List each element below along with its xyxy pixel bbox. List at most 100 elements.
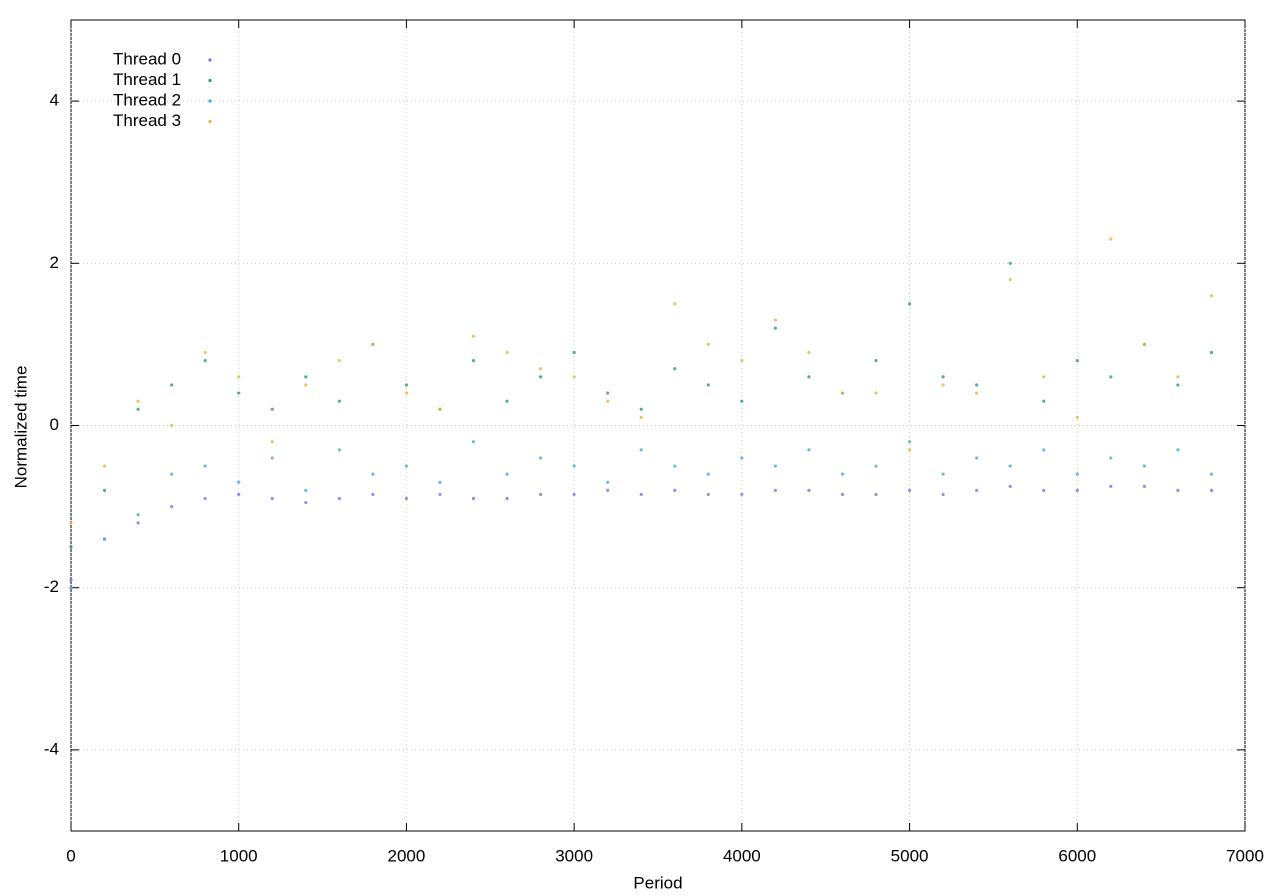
point bbox=[572, 375, 576, 379]
x-tick-label: 5000 bbox=[891, 846, 929, 865]
point bbox=[1142, 464, 1146, 468]
point bbox=[773, 464, 778, 468]
point bbox=[639, 448, 643, 452]
point bbox=[270, 496, 274, 501]
point bbox=[1142, 342, 1146, 346]
legend-label: Thread 3 bbox=[113, 111, 181, 130]
point bbox=[1176, 488, 1180, 492]
point bbox=[740, 359, 744, 363]
point bbox=[505, 350, 509, 355]
legend-label: Thread 1 bbox=[113, 70, 181, 89]
point bbox=[170, 423, 174, 428]
point bbox=[1142, 484, 1146, 488]
point bbox=[404, 391, 409, 395]
point bbox=[203, 496, 207, 501]
point bbox=[237, 492, 241, 497]
point bbox=[1109, 375, 1113, 379]
point bbox=[1209, 472, 1214, 476]
point bbox=[203, 464, 207, 468]
point bbox=[136, 399, 140, 403]
point bbox=[337, 496, 341, 501]
x-axis-label: Period bbox=[633, 873, 682, 892]
point bbox=[1008, 484, 1012, 488]
point bbox=[69, 577, 73, 582]
point bbox=[203, 359, 207, 363]
point bbox=[1042, 448, 1046, 452]
legend-label: Thread 0 bbox=[113, 49, 181, 68]
y-tick-label: 0 bbox=[50, 415, 59, 434]
point bbox=[237, 391, 241, 395]
point bbox=[1109, 237, 1113, 241]
point bbox=[639, 492, 643, 497]
point bbox=[136, 513, 140, 517]
point bbox=[237, 375, 241, 379]
point bbox=[907, 302, 912, 306]
point bbox=[706, 342, 710, 346]
point bbox=[1075, 359, 1079, 363]
point bbox=[874, 464, 878, 468]
point bbox=[874, 359, 878, 363]
point bbox=[773, 326, 778, 330]
point bbox=[304, 488, 308, 492]
point bbox=[975, 456, 979, 460]
point bbox=[1008, 261, 1012, 265]
point bbox=[807, 488, 811, 492]
point bbox=[941, 375, 945, 379]
point bbox=[941, 383, 945, 387]
x-tick-label: 6000 bbox=[1058, 846, 1096, 865]
x-tick-label: 0 bbox=[66, 846, 75, 865]
point bbox=[136, 521, 140, 525]
point bbox=[1042, 488, 1046, 492]
point bbox=[505, 496, 509, 501]
y-axis-label: Normalized time bbox=[11, 366, 30, 489]
point bbox=[907, 448, 912, 452]
point bbox=[136, 407, 140, 411]
point bbox=[807, 375, 811, 379]
point bbox=[304, 500, 308, 505]
point bbox=[740, 456, 744, 460]
point bbox=[706, 383, 710, 387]
point bbox=[102, 537, 107, 541]
point bbox=[1075, 415, 1079, 419]
point bbox=[102, 464, 107, 468]
point bbox=[874, 492, 878, 497]
point bbox=[69, 521, 73, 525]
point bbox=[975, 488, 979, 492]
point bbox=[539, 456, 543, 460]
point bbox=[941, 492, 945, 497]
point bbox=[706, 492, 710, 497]
point bbox=[237, 480, 241, 484]
point bbox=[673, 302, 677, 306]
point bbox=[673, 488, 677, 492]
point bbox=[840, 472, 845, 476]
point bbox=[404, 464, 409, 468]
legend-swatch bbox=[208, 78, 212, 83]
point bbox=[270, 440, 274, 444]
point bbox=[840, 492, 845, 497]
point bbox=[371, 472, 375, 476]
point bbox=[975, 383, 979, 387]
point bbox=[1075, 488, 1079, 492]
point bbox=[840, 391, 845, 395]
point bbox=[706, 472, 710, 476]
x-tick-label: 3000 bbox=[555, 846, 593, 865]
point bbox=[773, 488, 778, 492]
point bbox=[1008, 464, 1012, 468]
point bbox=[941, 472, 945, 476]
point bbox=[740, 492, 744, 497]
point bbox=[170, 472, 174, 476]
point bbox=[975, 391, 979, 395]
point bbox=[337, 399, 341, 403]
point bbox=[1209, 488, 1214, 492]
point bbox=[1176, 383, 1180, 387]
point bbox=[606, 391, 610, 395]
point bbox=[304, 375, 308, 379]
point bbox=[1209, 350, 1214, 355]
point bbox=[1209, 294, 1214, 298]
point bbox=[1176, 448, 1180, 452]
point bbox=[69, 545, 73, 549]
point bbox=[505, 472, 509, 476]
point bbox=[539, 367, 543, 371]
point bbox=[371, 492, 375, 497]
